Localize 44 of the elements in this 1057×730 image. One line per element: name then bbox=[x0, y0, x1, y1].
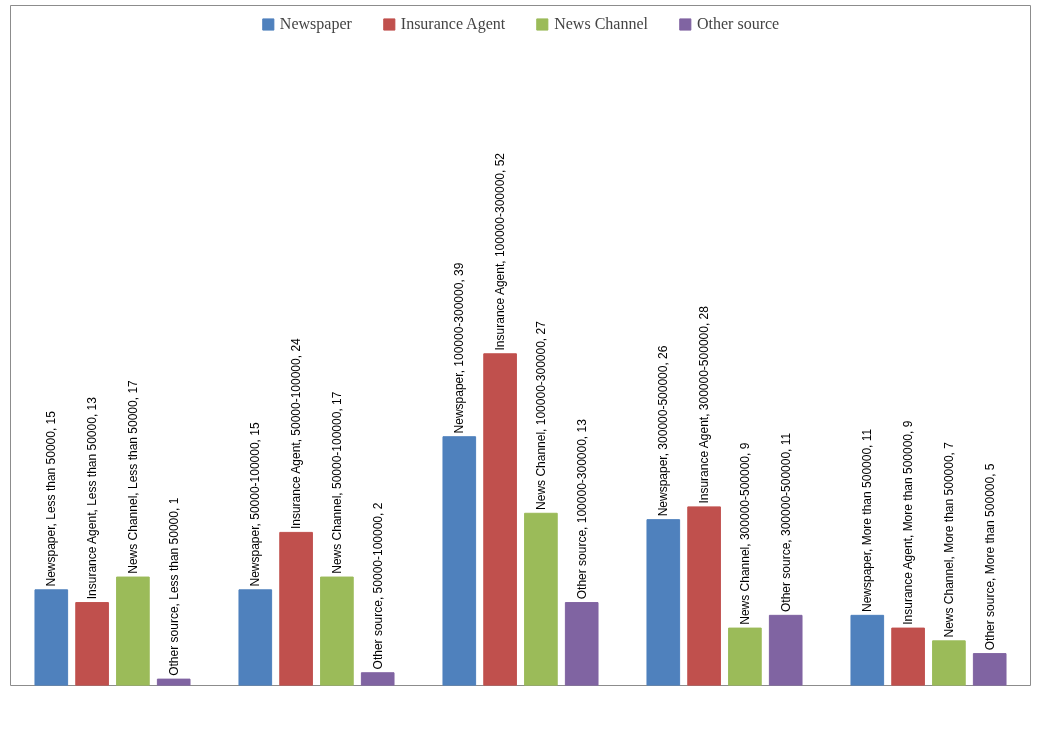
data-label: News Channel, Less than 50000, 17 bbox=[125, 379, 140, 574]
bar bbox=[564, 602, 599, 686]
legend-label: Other source bbox=[696, 15, 780, 33]
bar bbox=[646, 519, 681, 686]
bar bbox=[238, 589, 273, 686]
bar bbox=[320, 576, 354, 686]
data-label: Insurance Agent, 100000-300000, 52 bbox=[493, 152, 508, 351]
bar bbox=[932, 640, 966, 686]
data-label: Newspaper, Less than 50000, 15 bbox=[44, 410, 59, 587]
data-label: Other source, More than 500000, 5 bbox=[982, 463, 997, 651]
legend-label: News Channel bbox=[554, 15, 648, 33]
data-label: Newspaper, More than 500000, 11 bbox=[860, 428, 875, 613]
data-label: Other source, 300000-500000, 11 bbox=[778, 432, 793, 613]
bar bbox=[156, 678, 191, 686]
data-label: News Channel, 300000-500000, 9 bbox=[737, 442, 752, 625]
bar bbox=[728, 627, 762, 686]
bar bbox=[279, 531, 313, 686]
bar bbox=[891, 627, 925, 686]
bar bbox=[442, 436, 477, 686]
bar bbox=[768, 614, 803, 686]
data-label: Insurance Agent, Less than 50000, 13 bbox=[85, 396, 100, 600]
bar bbox=[687, 506, 721, 686]
data-label: Newspaper, 100000-300000, 39 bbox=[452, 262, 467, 434]
data-label: News Channel, 50000-100000, 17 bbox=[329, 391, 344, 574]
data-label: News Channel, 100000-300000, 27 bbox=[533, 320, 548, 510]
bar bbox=[972, 653, 1007, 686]
data-label: Other source, 100000-300000, 13 bbox=[574, 418, 589, 600]
data-label: News Channel, More than 500000, 7 bbox=[941, 441, 956, 638]
data-label: Newspaper, 50000-100000, 15 bbox=[248, 422, 263, 587]
bar bbox=[75, 602, 109, 686]
data-label: Newspaper, 300000-500000, 26 bbox=[656, 345, 671, 517]
data-label: Insurance Agent, 300000-500000, 28 bbox=[697, 305, 712, 504]
bar bbox=[483, 353, 517, 686]
data-label: Insurance Agent, More than 500000, 9 bbox=[901, 420, 916, 625]
legend-label: Insurance Agent bbox=[400, 15, 506, 33]
bar bbox=[524, 512, 558, 686]
bar bbox=[360, 672, 395, 686]
data-label: Other source, Less than 50000, 1 bbox=[166, 497, 181, 676]
bar bbox=[34, 589, 69, 686]
bar bbox=[116, 576, 150, 686]
bar bbox=[850, 614, 885, 686]
data-label: Insurance Agent, 50000-100000, 24 bbox=[289, 337, 304, 530]
data-label: Other source, 50000-100000, 2 bbox=[370, 502, 385, 670]
legend-label: Newspaper bbox=[279, 15, 352, 33]
